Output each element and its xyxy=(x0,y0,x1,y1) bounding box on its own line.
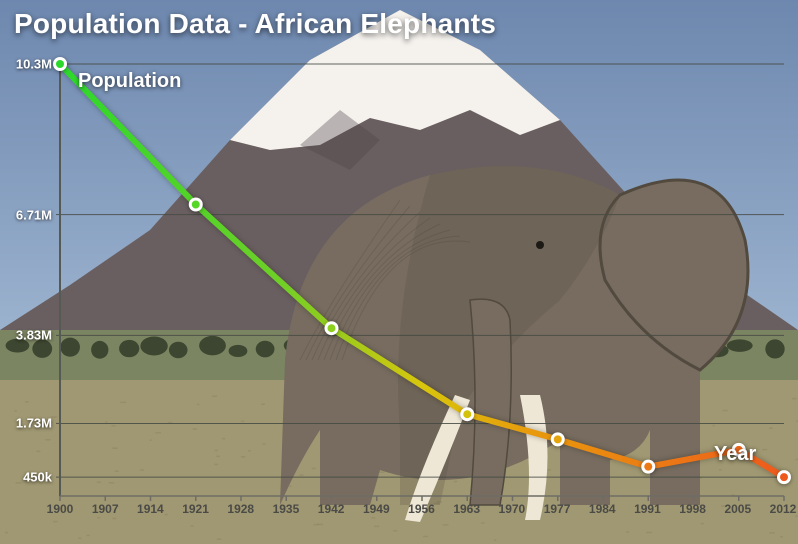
x-tick-label: 1991 xyxy=(647,502,648,532)
chart-title: Population Data - African Elephants xyxy=(14,8,496,40)
y-tick-label: 3.83M xyxy=(16,328,52,343)
y-tick-label: 10.3M xyxy=(16,57,52,72)
x-tick-label: 1907 xyxy=(105,502,106,532)
x-tick-label: 1921 xyxy=(196,502,197,532)
plot-area: Population Year 450k1.73M3.83M6.71M10.3M xyxy=(60,64,784,496)
x-tick-label: 1970 xyxy=(512,502,513,532)
y-tick-label: 1.73M xyxy=(16,416,52,431)
x-tick-label: 1984 xyxy=(602,502,603,532)
x-tick-label: 1942 xyxy=(331,502,332,532)
y-tick-label: 450k xyxy=(23,470,52,485)
series-label: Population xyxy=(78,70,181,93)
x-tick-label: 1963 xyxy=(467,502,468,532)
x-tick-label: 1949 xyxy=(376,502,377,532)
x-tick-label: 2005 xyxy=(738,502,739,532)
y-tick-label: 6.71M xyxy=(16,207,52,222)
x-tick-label: 1977 xyxy=(557,502,558,532)
elephant-population-chart: Population Data - African Elephants Popu… xyxy=(0,0,798,544)
x-tick-label: 1956 xyxy=(422,502,423,532)
x-tick-label: 2012 xyxy=(783,502,784,532)
x-tick-label: 1928 xyxy=(241,502,242,532)
x-axis-title: Year xyxy=(714,443,756,466)
x-tick-label: 1998 xyxy=(693,502,694,532)
x-axis: 1900 1907 1914 1921 1928 1935 1942 1949 1956 1963… xyxy=(60,502,784,532)
x-tick-label: 1914 xyxy=(150,502,151,532)
x-tick-label: 1900 xyxy=(60,502,61,532)
x-tick-label: 1935 xyxy=(286,502,287,532)
